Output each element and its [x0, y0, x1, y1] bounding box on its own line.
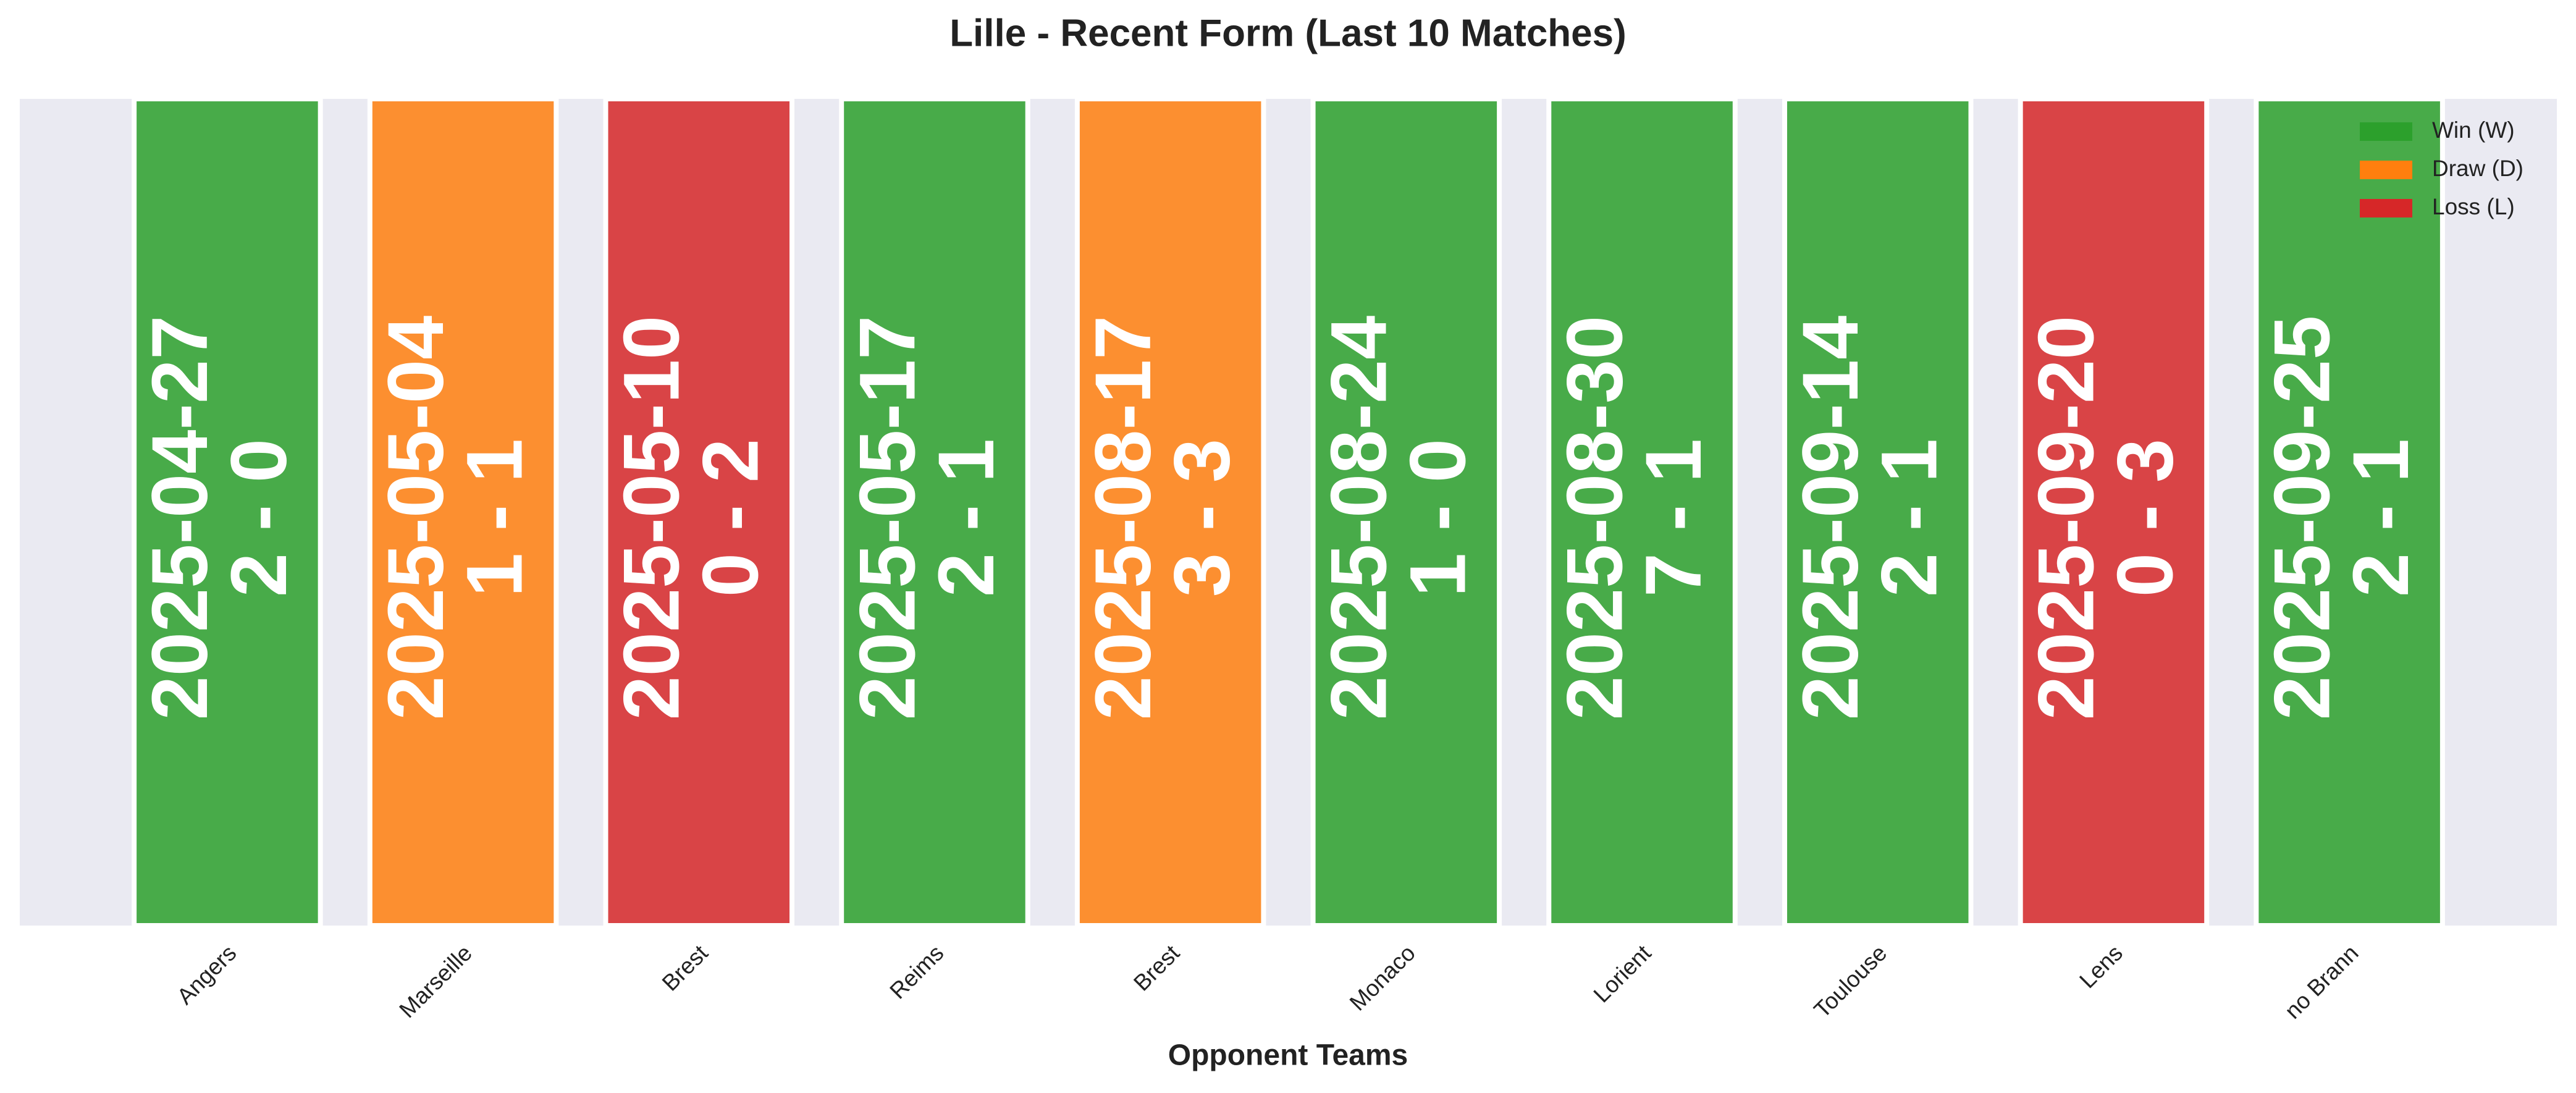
- bar: [839, 96, 1030, 928]
- bar: [603, 96, 795, 928]
- bar-score-label: 2 - 0: [215, 439, 303, 597]
- bar-date-label: 2025-08-30: [1551, 316, 1639, 720]
- bar: [1546, 96, 1738, 928]
- bar-date-label: 2025-08-17: [1079, 316, 1168, 720]
- bar: [2018, 96, 2210, 928]
- x-tick-label: Angers: [172, 940, 242, 1010]
- legend-swatch: [2360, 161, 2412, 179]
- x-tick-label: Reims: [885, 940, 948, 1004]
- bar-score-label: 1 - 0: [1394, 439, 1482, 597]
- bar: [1782, 96, 1974, 928]
- bar-score-label: 2 - 1: [2337, 439, 2425, 597]
- bar-date-label: 2025-08-24: [1315, 316, 1404, 720]
- x-tick-label: Monaco: [1345, 940, 1420, 1016]
- bar: [2254, 96, 2445, 928]
- bar-date-label: 2025-05-17: [843, 316, 932, 720]
- legend-swatch: [2360, 199, 2412, 217]
- bar-date-label: 2025-09-20: [2022, 316, 2111, 720]
- bar-date-label: 2025-04-27: [136, 316, 224, 720]
- chart-title: Lille - Recent Form (Last 10 Matches): [949, 12, 1627, 54]
- x-tick-label: Toulouse: [1809, 940, 1892, 1023]
- bar-score-label: 3 - 3: [1158, 439, 1247, 597]
- bar-score-label: 2 - 1: [922, 439, 1011, 597]
- x-tick-label: Lens: [2074, 940, 2128, 994]
- bar-date-label: 2025-09-25: [2258, 316, 2346, 720]
- bar-score-label: 2 - 1: [1866, 439, 1954, 597]
- bar: [132, 96, 323, 928]
- bar: [1074, 96, 1266, 928]
- bar-date-label: 2025-05-04: [372, 316, 460, 720]
- bar-score-label: 0 - 3: [2101, 439, 2189, 597]
- x-tick-label: Marseille: [394, 940, 477, 1023]
- bar-date-label: 2025-09-14: [1787, 316, 1875, 720]
- x-tick-label: Brest: [657, 940, 713, 996]
- bar: [1310, 96, 1502, 928]
- bar-score-label: 1 - 1: [451, 439, 539, 597]
- legend-label: Draw (D): [2432, 156, 2523, 181]
- x-tick-label: Brest: [1129, 940, 1185, 996]
- x-axis-label: Opponent Teams: [1168, 1039, 1408, 1072]
- legend-label: Win (W): [2432, 117, 2515, 143]
- x-tick-label: no Brann: [2280, 940, 2363, 1024]
- legend-label: Loss (L): [2432, 194, 2515, 219]
- bar-date-label: 2025-05-10: [608, 316, 696, 720]
- bar: [367, 96, 559, 928]
- bar-score-label: 7 - 1: [1630, 439, 1718, 597]
- legend-swatch: [2360, 122, 2412, 141]
- bar-score-label: 0 - 2: [686, 439, 775, 597]
- x-tick-label: Lorient: [1589, 940, 1656, 1007]
